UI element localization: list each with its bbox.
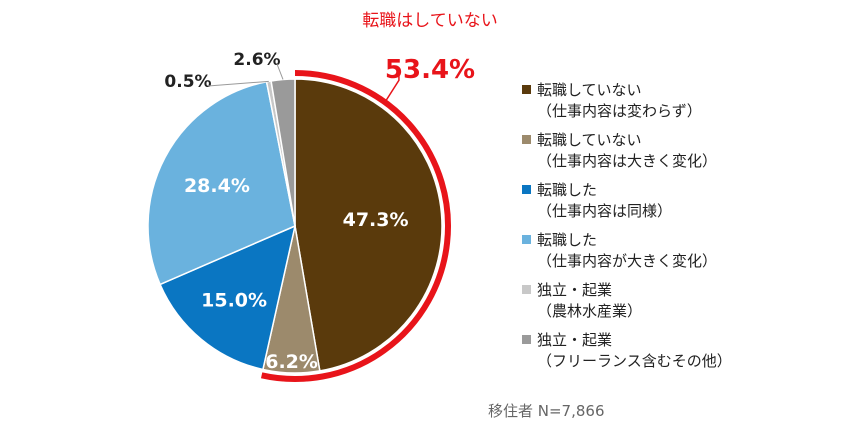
highlight-arc (260, 70, 451, 382)
legend-item: 独立・起業 （フリーランス含むその他） (522, 328, 732, 372)
legend-item: 転職していない （仕事内容は大きく変化） (522, 128, 732, 172)
legend-swatch (522, 284, 531, 294)
legend-swatch (522, 134, 531, 144)
pie-slice (159, 224, 297, 371)
legend-sublabel: （仕事内容は変わらず） (537, 102, 702, 120)
legend-sublabel: （フリーランス含むその他） (537, 352, 732, 370)
sample-size-note: 移住者 N=7,866 (488, 402, 605, 420)
pie-slice (294, 78, 443, 372)
slice-label: 2.6% (233, 50, 280, 70)
legend-item: 独立・起業 （農林水産業） (522, 278, 732, 322)
slice-label: 28.4% (184, 175, 250, 197)
slice-leader-line (276, 63, 284, 80)
legend: 転職していない （仕事内容は変わらず） 転職していない （仕事内容は大きく変化） 転職し… (522, 78, 732, 378)
legend-label: 転職していない (537, 80, 642, 99)
legend-sublabel: （仕事内容は同様） (537, 202, 673, 220)
slice-label: 0.5% (164, 72, 211, 92)
legend-swatch (522, 184, 531, 194)
highlight-total-label: 53.4% (385, 55, 475, 85)
legend-swatch (522, 234, 531, 244)
legend-label: 独立・起業 (537, 280, 613, 299)
legend-sublabel: （仕事内容が大きく変化） (537, 252, 718, 270)
slice-label: 6.2% (265, 351, 318, 373)
pie-slice (147, 80, 296, 286)
slice-label: 47.3% (343, 209, 409, 231)
legend-label: 独立・起業 (537, 330, 613, 349)
slice-label: 15.0% (201, 290, 267, 312)
highlight-leader-line (384, 70, 400, 103)
legend-label: 転職した (537, 230, 598, 249)
slice-leader-line (207, 80, 269, 87)
legend-item: 転職していない （仕事内容は変わらず） (522, 78, 732, 122)
legend-item: 転職した （仕事内容は同様） (522, 178, 732, 222)
legend-sublabel: （仕事内容は大きく変化） (537, 152, 718, 170)
legend-swatch (522, 334, 531, 344)
legend-item: 転職した （仕事内容が大きく変化） (522, 228, 732, 272)
highlight-title: 転職はしていない (362, 11, 498, 31)
legend-label: 転職した (537, 180, 598, 199)
legend-swatch (522, 84, 531, 94)
legend-sublabel: （農林水産業） (537, 302, 643, 320)
legend-label: 転職していない (537, 130, 642, 149)
